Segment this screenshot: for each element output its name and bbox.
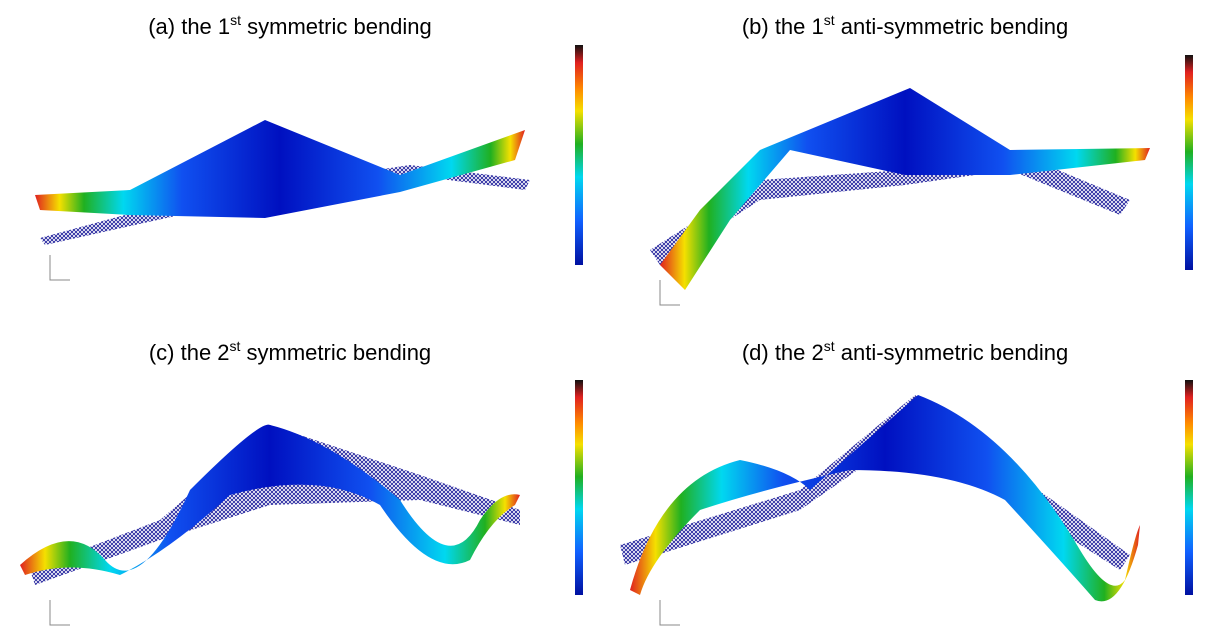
color-bar [575, 45, 583, 265]
caption-part: (a) the 1 [148, 14, 230, 39]
caption: (c) the 2st symmetric bending [149, 338, 431, 365]
caption: (b) the 1st anti-symmetric bending [742, 12, 1068, 39]
caption-part: st [824, 12, 835, 28]
color-bar [1185, 55, 1193, 270]
caption-part: anti-symmetric bending [835, 340, 1069, 365]
panel-d: (d) the 2st anti-symmetric bending [620, 338, 1193, 625]
caption-part: (d) the 2 [742, 340, 824, 365]
caption-part: symmetric bending [240, 340, 431, 365]
caption-part: (b) the 1 [742, 14, 824, 39]
panel-a: (a) the 1st symmetric bending [35, 12, 583, 280]
caption: (d) the 2st anti-symmetric bending [742, 338, 1068, 365]
panel-c: (c) the 2st symmetric bending [20, 338, 583, 625]
axes-icon [660, 280, 680, 305]
color-bar [575, 380, 583, 595]
caption-part: st [230, 338, 241, 354]
axes-icon [50, 255, 70, 280]
mode-shape [630, 395, 1140, 601]
color-bar [1185, 380, 1193, 595]
axes-icon [660, 600, 680, 625]
caption-part: anti-symmetric bending [835, 14, 1069, 39]
caption-part: st [230, 12, 241, 28]
caption-part: (c) the 2 [149, 340, 230, 365]
caption-part: symmetric bending [241, 14, 432, 39]
caption-part: st [824, 338, 835, 354]
axes-icon [50, 600, 70, 625]
panel-b: (b) the 1st anti-symmetric bending [650, 12, 1193, 305]
mode-shape [35, 120, 525, 218]
caption: (a) the 1st symmetric bending [148, 12, 432, 39]
figure: (a) the 1st symmetric bending (b) the 1s… [0, 0, 1210, 644]
